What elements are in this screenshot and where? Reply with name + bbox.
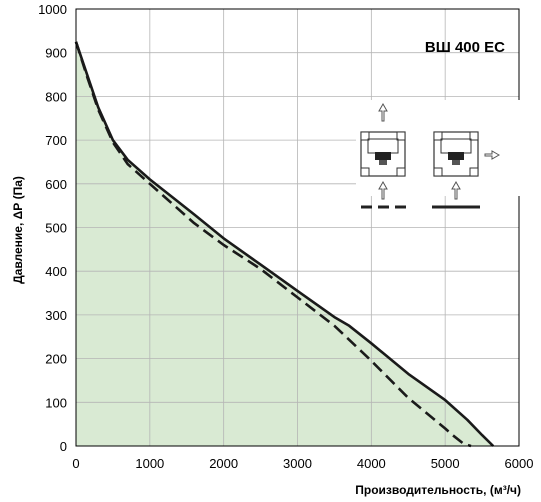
- y-tick-label: 200: [45, 352, 67, 367]
- x-tick-label: 5000: [431, 456, 460, 471]
- horizontal-discharge-diagram: [432, 131, 501, 209]
- y-tick-label: 300: [45, 308, 67, 323]
- y-tick-label: 500: [45, 221, 67, 236]
- x-tick-label: 4000: [357, 456, 386, 471]
- x-tick-label: 3000: [283, 456, 312, 471]
- operating-area-fill: [76, 41, 494, 447]
- y-tick-label: 700: [45, 133, 67, 148]
- y-tick-label: 100: [45, 395, 67, 410]
- y-tick-label: 1000: [38, 2, 67, 17]
- x-tick-label: 2000: [209, 456, 238, 471]
- series-line-solid: [74, 41, 495, 447]
- chart-title: ВШ 400 ЕС: [425, 39, 505, 56]
- x-axis-label: Производительность, (м³/ч): [355, 483, 521, 497]
- plot-frame: [75, 8, 520, 447]
- y-tick-label: 800: [45, 89, 67, 104]
- x-tick-label: 0: [72, 456, 79, 471]
- vertical-discharge-diagram: [360, 102, 410, 209]
- x-tick-label: 6000: [505, 456, 534, 471]
- y-axis-ticks: 0 100 200 300 400 500 600 700 800 900 1000: [38, 2, 67, 454]
- x-axis-ticks: 0 1000 2000 3000 4000 5000 6000: [72, 456, 533, 471]
- y-tick-label: 0: [60, 439, 67, 454]
- installation-inset: [356, 100, 522, 209]
- y-axis-label: Давление, ΔР (Па): [11, 176, 25, 284]
- series-layer: [74, 41, 495, 448]
- y-tick-label: 600: [45, 177, 67, 192]
- x-tick-label: 1000: [135, 456, 164, 471]
- y-tick-label: 400: [45, 264, 67, 279]
- series-line-dashed: [74, 41, 472, 448]
- y-tick-label: 900: [45, 46, 67, 61]
